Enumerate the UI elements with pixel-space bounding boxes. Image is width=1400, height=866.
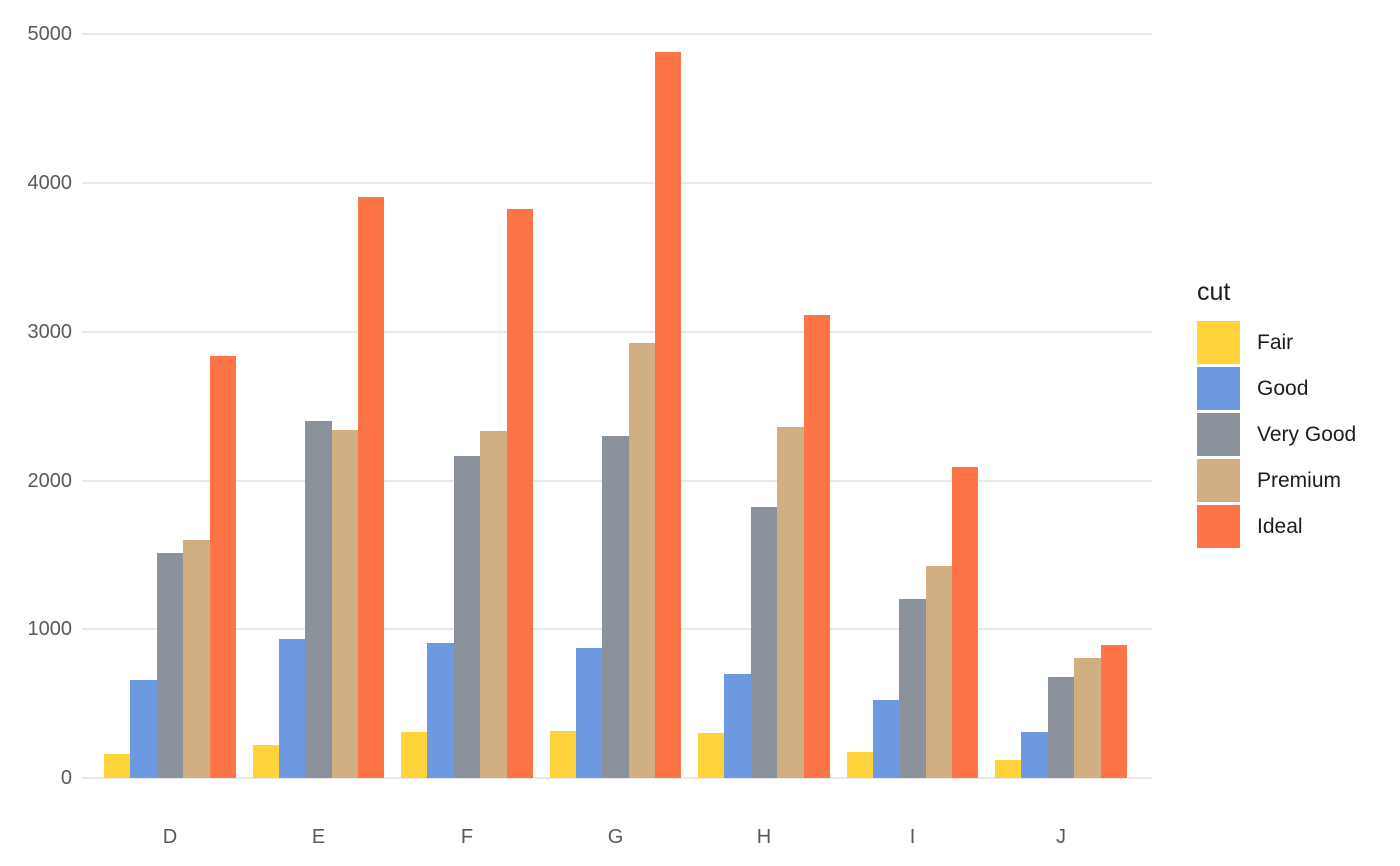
bar-E-fair bbox=[252, 744, 279, 778]
bar-D-good bbox=[130, 679, 157, 778]
bar-D-premium bbox=[183, 539, 210, 778]
gridline-y-3000 bbox=[82, 330, 1152, 333]
bar-G-premium bbox=[628, 343, 656, 778]
bar-I-premium bbox=[925, 565, 953, 778]
y-tick-label: 0 bbox=[60, 767, 72, 789]
x-tick-label-D: D bbox=[162, 826, 178, 848]
bar-I-fair bbox=[846, 751, 873, 778]
bar-G-good bbox=[575, 648, 603, 778]
bar-I-good bbox=[872, 700, 900, 778]
legend-label: Premium bbox=[1257, 468, 1342, 492]
bar-G-very-good bbox=[602, 436, 629, 778]
bar-F-very-good bbox=[453, 456, 481, 778]
legend-items: Fair Good Very Good Premium Ideal bbox=[1197, 321, 1356, 548]
legend-item-ideal: Ideal bbox=[1197, 505, 1356, 548]
legend-swatch-icon bbox=[1197, 367, 1240, 410]
bar-J-ideal bbox=[1100, 644, 1127, 778]
legend-item-premium: Premium bbox=[1197, 459, 1356, 502]
gridline-y-0 bbox=[82, 777, 1152, 779]
bar-F-ideal bbox=[506, 208, 533, 778]
bar-G-fair bbox=[549, 731, 576, 778]
x-tick-label-G: G bbox=[607, 826, 624, 848]
x-tick-label-I: I bbox=[909, 826, 916, 848]
bar-F-good bbox=[427, 642, 454, 778]
legend-swatch-icon bbox=[1197, 459, 1240, 502]
bar-E-premium bbox=[331, 430, 359, 778]
bar-H-premium bbox=[777, 426, 804, 778]
bar-I-very-good bbox=[899, 598, 926, 778]
y-tick-label: 3000 bbox=[27, 320, 73, 343]
y-tick-label: 5000 bbox=[27, 23, 73, 46]
legend: cut Fair Good Very Good Premium Ideal bbox=[1197, 276, 1356, 551]
legend-item-good: Good bbox=[1197, 367, 1356, 410]
bar-J-fair bbox=[995, 760, 1022, 778]
legend-item-fair: Fair bbox=[1197, 321, 1356, 364]
y-tick-label: 1000 bbox=[27, 618, 73, 641]
bar-J-premium bbox=[1074, 657, 1101, 778]
legend-swatch-icon bbox=[1197, 413, 1240, 456]
legend-label: Fair bbox=[1257, 330, 1294, 354]
bar-J-very-good bbox=[1047, 677, 1075, 778]
bar-G-ideal bbox=[655, 51, 682, 778]
x-tick-label-J: J bbox=[1056, 826, 1066, 848]
bar-H-very-good bbox=[750, 506, 778, 778]
bar-E-ideal bbox=[358, 197, 385, 778]
x-tick-label-F: F bbox=[460, 826, 474, 848]
bar-F-fair bbox=[401, 731, 428, 778]
bar-D-fair bbox=[104, 753, 131, 778]
legend-label: Very Good bbox=[1257, 422, 1357, 446]
y-tick-label: 4000 bbox=[27, 172, 73, 194]
legend-swatch-icon bbox=[1197, 321, 1240, 364]
y-tick-label: 2000 bbox=[27, 469, 73, 492]
x-tick-label-E: E bbox=[311, 826, 326, 848]
bar-E-good bbox=[278, 639, 306, 778]
legend-label: Ideal bbox=[1257, 514, 1303, 538]
bar-J-good bbox=[1021, 732, 1048, 778]
bar-D-very-good bbox=[156, 552, 184, 778]
bar-I-ideal bbox=[952, 466, 979, 778]
bar-D-ideal bbox=[209, 356, 236, 778]
gridline-y-4000 bbox=[82, 182, 1152, 184]
legend-item-very-good: Very Good bbox=[1197, 413, 1356, 456]
x-tick-label-H: H bbox=[756, 826, 772, 848]
bar-H-good bbox=[724, 673, 751, 778]
legend-label: Good bbox=[1257, 376, 1309, 400]
gridline-y-5000 bbox=[82, 33, 1152, 36]
legend-title: cut bbox=[1197, 278, 1231, 306]
bar-H-ideal bbox=[803, 314, 830, 778]
bar-H-fair bbox=[698, 732, 725, 778]
bar-E-very-good bbox=[305, 421, 332, 778]
bar-F-premium bbox=[480, 431, 507, 778]
legend-swatch-icon bbox=[1197, 505, 1240, 548]
